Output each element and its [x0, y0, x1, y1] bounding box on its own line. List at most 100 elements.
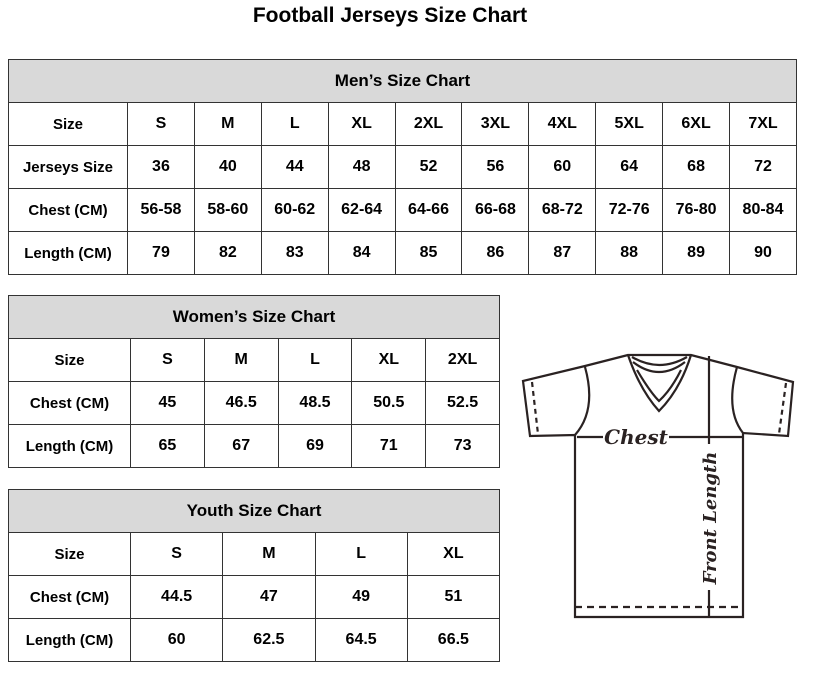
table-cell: S [130, 338, 205, 382]
youth-size-table: Youth Size Chart Size S M L XL Chest (CM) 44.5… [8, 489, 501, 662]
table-cell: 52.5 [425, 381, 500, 425]
right-sleeve-dashed-line [777, 382, 788, 435]
womens-size-table: Women’s Size Chart Size S M L XL 2XL Chest (CM… [8, 295, 500, 468]
table-cell: 79 [127, 231, 195, 275]
table-row: Length (CM) 65 67 69 71 73 [8, 424, 500, 468]
table-cell: 2XL [425, 338, 500, 382]
table-cell: 88 [595, 231, 664, 275]
jersey-outline [521, 353, 795, 619]
row-label: Length (CM) [8, 231, 128, 275]
table-cell: 69 [277, 424, 353, 468]
table-cell: S [127, 102, 195, 146]
table-cell: 56-58 [127, 188, 195, 232]
table-row: Chest (CM) 44.5 47 49 51 [8, 575, 501, 619]
right-armhole [731, 366, 744, 434]
table-cell: 40 [193, 145, 262, 189]
table-cell: 90 [729, 231, 797, 275]
table-cell: 64.5 [314, 618, 408, 662]
table-cell: L [277, 338, 353, 382]
table-row: Length (CM) 79 82 83 84 85 86 87 88 89 90 [8, 231, 797, 275]
table-cell: 50.5 [351, 381, 427, 425]
table-cell: 6XL [662, 102, 731, 146]
table-cell: 3XL [461, 102, 530, 146]
table-cell: 62.5 [222, 618, 316, 662]
jersey-diagram: Chest Front Length [521, 353, 795, 619]
table-cell: 68 [662, 145, 731, 189]
table-cell: 49 [314, 575, 408, 619]
collar-outer [626, 354, 693, 413]
table-cell: 44 [260, 145, 329, 189]
table-cell: 64-66 [394, 188, 463, 232]
table-cell: 48.5 [277, 381, 353, 425]
table-cell: 73 [425, 424, 500, 468]
table-cell: XL [351, 338, 427, 382]
table-cell: 46.5 [203, 381, 279, 425]
table-cell: 85 [394, 231, 463, 275]
chest-label: Chest [604, 425, 668, 449]
youth-table-title: Youth Size Chart [8, 489, 500, 533]
table-cell: 48 [327, 145, 396, 189]
table-cell: 66.5 [406, 618, 501, 662]
table-cell: 60-62 [260, 188, 329, 232]
table-cell: 65 [130, 424, 205, 468]
left-sleeve-dashed-line [530, 381, 540, 435]
table-cell: 47 [222, 575, 316, 619]
table-cell: 76-80 [662, 188, 731, 232]
row-label: Size [8, 338, 131, 382]
table-cell: 51 [406, 575, 501, 619]
table-cell: 56 [461, 145, 530, 189]
table-cell: 36 [127, 145, 195, 189]
mens-size-table: Men’s Size Chart Size S M L XL 2XL 3XL 4XL 5XL 6X… [8, 59, 797, 275]
table-cell: S [129, 532, 224, 576]
row-label: Size [8, 102, 128, 146]
table-cell: M [193, 102, 262, 146]
table-cell: M [222, 532, 316, 576]
table-row: Size S M L XL 2XL [8, 338, 500, 382]
table-cell: 45 [130, 381, 205, 425]
page-title: Football Jerseys Size Chart [252, 4, 528, 27]
table-cell: 83 [260, 231, 329, 275]
table-cell: 2XL [394, 102, 463, 146]
womens-table-title: Women’s Size Chart [8, 295, 500, 339]
table-row: Chest (CM) 45 46.5 48.5 50.5 52.5 [8, 381, 500, 425]
table-cell: 5XL [595, 102, 664, 146]
table-cell: M [203, 338, 279, 382]
table-row: Jerseys Size 36 40 44 48 52 56 60 64 68 72 [8, 145, 797, 189]
table-cell: XL [406, 532, 501, 576]
table-row: Size S M L XL [8, 532, 501, 576]
table-row: Chest (CM) 56-58 58-60 60-62 62-64 64-66 66-68… [8, 188, 797, 232]
row-label: Chest (CM) [8, 381, 131, 425]
table-cell: 80-84 [729, 188, 797, 232]
row-label: Jerseys Size [8, 145, 128, 189]
table-cell: 71 [351, 424, 427, 468]
table-cell: 60 [528, 145, 597, 189]
table-cell: 58-60 [193, 188, 262, 232]
table-cell: L [314, 532, 408, 576]
table-cell: 72 [729, 145, 797, 189]
front-length-label: Front Length [700, 452, 721, 586]
table-cell: 72-76 [595, 188, 664, 232]
table-cell: 60 [129, 618, 224, 662]
row-label: Chest (CM) [8, 188, 128, 232]
table-cell: 86 [461, 231, 530, 275]
table-cell: 87 [528, 231, 597, 275]
table-row: Length (CM) 60 62.5 64.5 66.5 [8, 618, 501, 662]
row-label: Chest (CM) [8, 575, 131, 619]
table-cell: 52 [394, 145, 463, 189]
table-cell: 64 [595, 145, 664, 189]
table-cell: 66-68 [461, 188, 530, 232]
collar-inner [631, 356, 688, 403]
row-label: Length (CM) [8, 618, 131, 662]
table-cell: 68-72 [528, 188, 597, 232]
table-cell: 62-64 [327, 188, 396, 232]
table-cell: 82 [193, 231, 262, 275]
row-label: Length (CM) [8, 424, 131, 468]
table-cell: 44.5 [129, 575, 224, 619]
table-cell: 4XL [528, 102, 597, 146]
mens-table-title: Men’s Size Chart [8, 59, 797, 103]
table-cell: L [260, 102, 329, 146]
left-armhole [574, 366, 591, 436]
table-cell: 89 [662, 231, 731, 275]
table-cell: 84 [327, 231, 396, 275]
